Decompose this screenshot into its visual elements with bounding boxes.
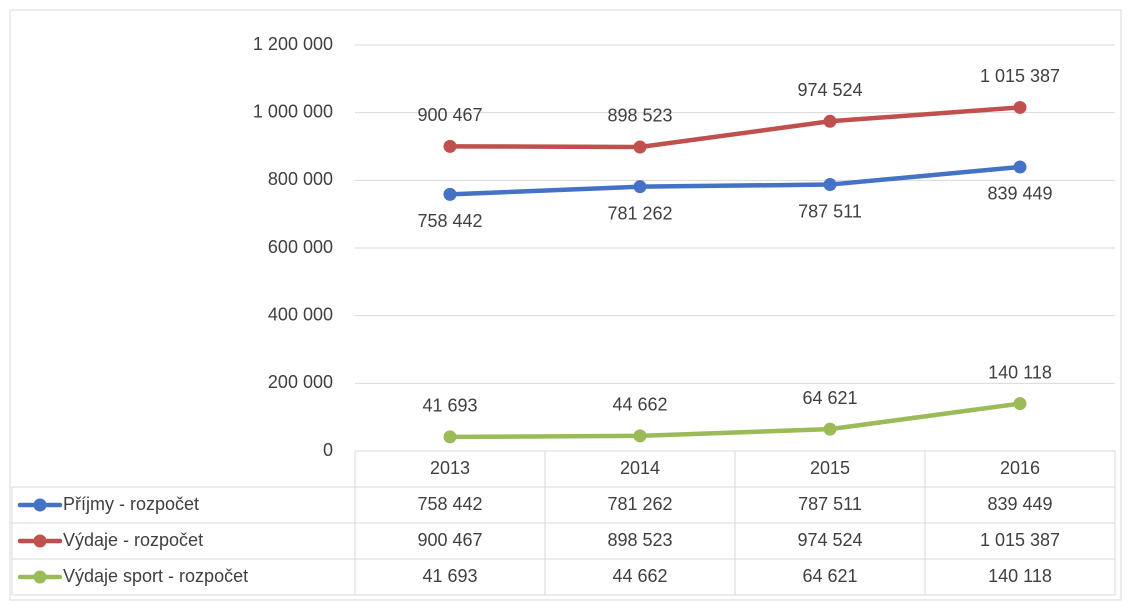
y-tick-label: 200 000 [268,372,333,392]
data-label: 140 118 [988,362,1052,382]
point [443,187,457,201]
table-cell: 974 524 [797,530,862,550]
table-cell: 839 449 [987,494,1052,514]
series-line [447,401,1023,440]
data-label: 64 621 [802,388,857,408]
data-label: 787 511 [798,201,862,221]
point [443,430,457,444]
point [823,114,837,128]
chart-border [9,9,1122,601]
y-tick-label: 800 000 [268,169,333,189]
x-tick-label: 2013 [430,458,470,478]
point [633,429,647,443]
data-label: 41 693 [422,396,477,416]
series-line [447,164,1023,197]
table-cell: 64 621 [802,566,857,586]
series-line [447,105,1023,150]
y-tick-label: 1 000 000 [253,101,333,121]
point [633,180,647,194]
table-cell: 900 467 [417,530,482,550]
data-label: 44 662 [612,395,667,415]
y-tick-label: 0 [323,440,333,460]
y-tick-label: 600 000 [268,237,333,257]
legend-label: Výdaje sport - rozpočet [63,566,248,586]
table-cell: 41 693 [422,566,477,586]
table-cell: 44 662 [612,566,667,586]
x-tick-label: 2016 [1000,458,1040,478]
y-tick-label: 400 000 [268,304,333,324]
x-tick-label: 2014 [620,458,660,478]
point [1013,397,1027,411]
table-cell: 898 523 [607,530,672,550]
data-label: 898 523 [607,106,672,126]
point [443,139,457,153]
data-label: 900 467 [417,105,482,125]
data-label: 974 524 [797,80,862,100]
table-cell: 758 442 [417,494,482,514]
y-tick-label: 1 200 000 [253,34,333,54]
point [633,140,647,154]
point [823,422,837,436]
legend-marker [33,498,47,512]
x-tick-label: 2015 [810,458,850,478]
table-cell: 1 015 387 [980,530,1060,550]
table-cell: 781 262 [607,494,672,514]
data-label: 781 262 [607,203,672,223]
data-label: 839 449 [987,184,1052,204]
table-cell: 140 118 [988,566,1052,586]
data-label: 758 442 [417,211,482,231]
point [1013,100,1027,114]
legend-label: Výdaje - rozpočet [63,530,203,550]
data-label: 1 015 387 [980,66,1060,86]
legend-label: Příjmy - rozpočet [63,494,199,514]
legend-marker [33,534,47,548]
table-cell: 787 511 [798,494,862,514]
point [823,178,837,192]
legend-marker [33,570,47,584]
point [1013,160,1027,174]
